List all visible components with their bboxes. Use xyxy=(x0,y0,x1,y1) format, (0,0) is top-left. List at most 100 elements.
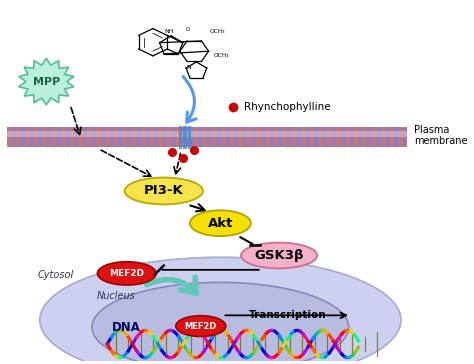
Bar xyxy=(118,127,123,147)
Bar xyxy=(69,127,74,147)
Bar xyxy=(52,127,56,147)
Bar xyxy=(172,127,176,147)
Bar xyxy=(127,127,132,147)
Ellipse shape xyxy=(125,178,203,205)
Bar xyxy=(105,127,109,147)
Bar xyxy=(38,127,43,147)
Bar xyxy=(385,127,390,147)
Bar xyxy=(301,127,305,147)
Bar xyxy=(188,126,191,149)
Bar xyxy=(158,127,163,147)
Bar xyxy=(34,127,38,147)
Bar xyxy=(376,127,381,147)
Ellipse shape xyxy=(190,210,251,236)
Bar xyxy=(87,127,91,147)
Text: DNA: DNA xyxy=(111,321,140,335)
Bar xyxy=(381,127,385,147)
Bar xyxy=(358,127,363,147)
Bar xyxy=(350,127,354,147)
Bar xyxy=(100,127,105,147)
Bar xyxy=(256,127,261,147)
Bar xyxy=(323,127,328,147)
Text: Akt: Akt xyxy=(208,217,233,230)
Bar xyxy=(74,127,78,147)
Bar xyxy=(278,127,283,147)
Text: Nucleus: Nucleus xyxy=(96,291,135,301)
Bar xyxy=(7,127,11,147)
Bar xyxy=(190,127,194,147)
Bar xyxy=(149,127,154,147)
Bar xyxy=(203,127,207,147)
Bar xyxy=(145,127,149,147)
Bar xyxy=(345,127,350,147)
Text: OCH₃: OCH₃ xyxy=(210,29,225,34)
Bar xyxy=(114,127,118,147)
Bar xyxy=(11,127,16,147)
Bar xyxy=(43,127,47,147)
Bar xyxy=(328,127,332,147)
Bar xyxy=(367,127,372,147)
Bar xyxy=(363,127,367,147)
Bar xyxy=(91,127,96,147)
Text: N: N xyxy=(187,65,191,70)
Bar xyxy=(319,127,323,147)
Text: NH: NH xyxy=(164,29,174,34)
Bar xyxy=(314,127,319,147)
Bar xyxy=(225,127,229,147)
Text: O: O xyxy=(185,27,190,32)
Ellipse shape xyxy=(98,262,156,285)
Text: Rhynchophylline: Rhynchophylline xyxy=(244,102,331,112)
Bar xyxy=(252,127,256,147)
Bar xyxy=(310,127,314,147)
Bar xyxy=(183,126,187,149)
Bar xyxy=(185,127,190,147)
Bar xyxy=(181,127,185,147)
Bar xyxy=(390,127,394,147)
Ellipse shape xyxy=(176,316,226,336)
Bar xyxy=(261,127,265,147)
Ellipse shape xyxy=(241,242,317,268)
Bar xyxy=(292,127,296,147)
Bar xyxy=(61,127,65,147)
Bar xyxy=(394,127,399,147)
Bar xyxy=(78,127,83,147)
Text: OCH₃: OCH₃ xyxy=(214,52,229,58)
Bar xyxy=(229,127,234,147)
Bar xyxy=(109,127,114,147)
Bar xyxy=(123,127,127,147)
Text: PI3-K: PI3-K xyxy=(144,185,183,197)
Bar xyxy=(56,127,61,147)
Bar xyxy=(199,127,203,147)
Bar xyxy=(154,127,158,147)
Bar xyxy=(207,127,212,147)
Bar xyxy=(372,127,376,147)
Bar xyxy=(296,127,301,147)
Bar xyxy=(399,127,403,147)
Bar xyxy=(20,127,25,147)
Bar xyxy=(270,127,274,147)
Ellipse shape xyxy=(40,257,401,364)
Text: Transcription: Transcription xyxy=(249,310,327,320)
Bar xyxy=(141,127,145,147)
FancyArrowPatch shape xyxy=(147,277,196,293)
Bar xyxy=(25,127,29,147)
Text: MPP: MPP xyxy=(33,77,60,87)
Text: Cytosol: Cytosol xyxy=(37,270,74,280)
Text: MEF2D: MEF2D xyxy=(184,322,217,331)
Bar xyxy=(176,127,181,147)
Bar xyxy=(265,127,270,147)
Bar xyxy=(287,127,292,147)
Bar xyxy=(47,127,52,147)
Text: MEF2D: MEF2D xyxy=(109,269,144,278)
Bar xyxy=(163,127,167,147)
Bar xyxy=(274,127,278,147)
Bar xyxy=(212,127,216,147)
Bar xyxy=(341,127,345,147)
Bar xyxy=(96,127,100,147)
Bar xyxy=(216,127,220,147)
Text: Plasma
membrane: Plasma membrane xyxy=(414,124,467,146)
Bar xyxy=(7,131,408,137)
Bar xyxy=(305,127,310,147)
Bar xyxy=(194,127,199,147)
Bar xyxy=(283,127,287,147)
